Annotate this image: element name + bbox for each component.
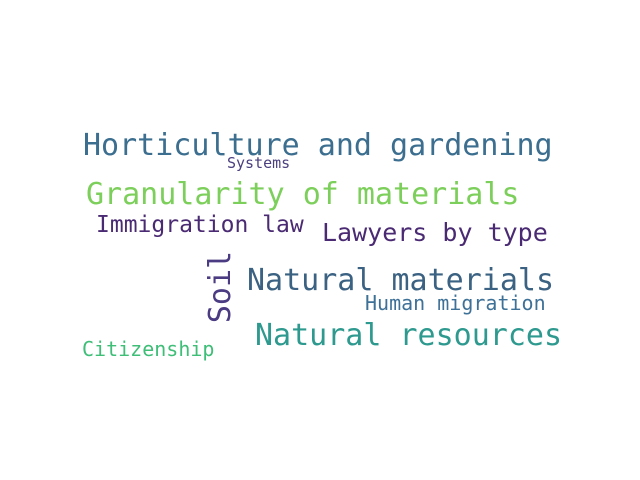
word-natural-materials: Natural materials [247, 263, 555, 298]
word-horticulture-and-gardening: Horticulture and gardening [83, 128, 553, 163]
word-citizenship: Citizenship [82, 337, 215, 361]
word-systems: Systems [227, 154, 291, 172]
word-granularity-of-materials: Granularity of materials [86, 177, 520, 212]
word-natural-resources: Natural resources [255, 318, 563, 353]
word-lawyers-by-type: Lawyers by type [322, 218, 548, 247]
word-immigration-law: Immigration law [96, 212, 304, 238]
word-soil: Soil [203, 250, 238, 324]
word-human-migration: Human migration [365, 291, 546, 315]
